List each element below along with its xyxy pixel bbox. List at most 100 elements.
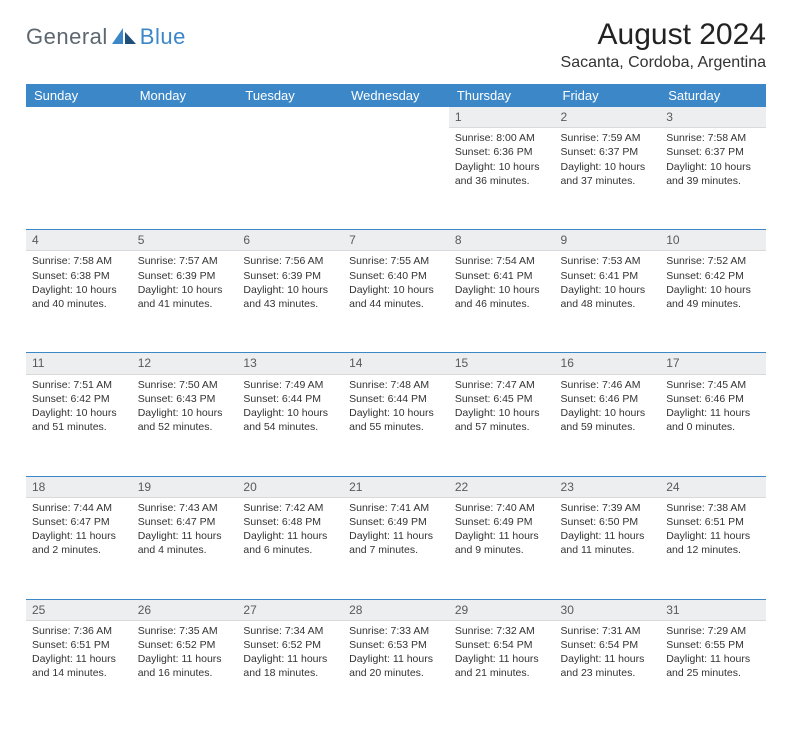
sunrise-text: Sunrise: 7:34 AM — [243, 624, 337, 638]
sunset-text: Sunset: 6:41 PM — [561, 269, 655, 283]
day-info-cell: Sunrise: 7:53 AMSunset: 6:41 PMDaylight:… — [555, 251, 661, 353]
day-number-cell: 29 — [449, 599, 555, 620]
sunrise-text: Sunrise: 7:32 AM — [455, 624, 549, 638]
calendar-page: General Blue August 2024 Sacanta, Cordob… — [0, 0, 792, 740]
day-info-cell — [26, 128, 132, 230]
daylight-text: Daylight: 11 hours — [32, 529, 126, 543]
day-info-row: Sunrise: 8:00 AMSunset: 6:36 PMDaylight:… — [26, 128, 766, 230]
daylight-text: Daylight: 10 hours — [138, 406, 232, 420]
sunset-text: Sunset: 6:41 PM — [455, 269, 549, 283]
daylight-text: and 16 minutes. — [138, 666, 232, 680]
brand-sail-icon — [112, 28, 136, 46]
day-number-cell: 14 — [343, 353, 449, 374]
daylight-text: Daylight: 11 hours — [138, 529, 232, 543]
daylight-text: and 36 minutes. — [455, 174, 549, 188]
brand-name-2: Blue — [140, 24, 186, 50]
daylight-text: and 23 minutes. — [561, 666, 655, 680]
daylight-text: and 20 minutes. — [349, 666, 443, 680]
sunrise-text: Sunrise: 7:39 AM — [561, 501, 655, 515]
daylight-text: and 39 minutes. — [666, 174, 760, 188]
day-info-cell: Sunrise: 7:35 AMSunset: 6:52 PMDaylight:… — [132, 620, 238, 722]
sunset-text: Sunset: 6:44 PM — [243, 392, 337, 406]
sunrise-text: Sunrise: 7:48 AM — [349, 378, 443, 392]
daylight-text: and 40 minutes. — [32, 297, 126, 311]
daylight-text: and 12 minutes. — [666, 543, 760, 557]
daylight-text: Daylight: 11 hours — [349, 529, 443, 543]
day-info-cell: Sunrise: 7:55 AMSunset: 6:40 PMDaylight:… — [343, 251, 449, 353]
day-number-cell: 11 — [26, 353, 132, 374]
day-info-cell: Sunrise: 7:50 AMSunset: 6:43 PMDaylight:… — [132, 374, 238, 476]
day-info-cell: Sunrise: 7:34 AMSunset: 6:52 PMDaylight:… — [237, 620, 343, 722]
day-number-cell — [132, 107, 238, 128]
brand-logo: General Blue — [26, 24, 186, 50]
sunset-text: Sunset: 6:40 PM — [349, 269, 443, 283]
daylight-text: and 43 minutes. — [243, 297, 337, 311]
weekday-header: Wednesday — [343, 84, 449, 107]
daylight-text: Daylight: 10 hours — [138, 283, 232, 297]
sunset-text: Sunset: 6:37 PM — [561, 145, 655, 159]
daylight-text: Daylight: 11 hours — [138, 652, 232, 666]
sunset-text: Sunset: 6:54 PM — [455, 638, 549, 652]
calendar-body: 1 23 Sunrise: 8:00 AMSunset: 6:36 PMDaylig… — [26, 107, 766, 722]
day-number-cell: 18 — [26, 476, 132, 497]
sunrise-text: Sunrise: 7:54 AM — [455, 254, 549, 268]
day-info-row: Sunrise: 7:36 AMSunset: 6:51 PMDaylight:… — [26, 620, 766, 722]
daylight-text: Daylight: 11 hours — [666, 406, 760, 420]
sunset-text: Sunset: 6:42 PM — [32, 392, 126, 406]
day-info-cell: Sunrise: 7:38 AMSunset: 6:51 PMDaylight:… — [660, 497, 766, 599]
daylight-text: Daylight: 11 hours — [243, 652, 337, 666]
sunset-text: Sunset: 6:51 PM — [32, 638, 126, 652]
daylight-text: and 59 minutes. — [561, 420, 655, 434]
day-info-row: Sunrise: 7:51 AMSunset: 6:42 PM Daylight:… — [26, 374, 766, 476]
daylight-text: and 57 minutes. — [455, 420, 549, 434]
daylight-text: and 51 minutes. — [32, 420, 126, 434]
daylight-text: Daylight: 11 hours — [455, 529, 549, 543]
daylight-text: Daylight: 10 hours — [455, 406, 549, 420]
daylight-text: and 25 minutes. — [666, 666, 760, 680]
daylight-text: and 44 minutes. — [349, 297, 443, 311]
daylight-text: and 55 minutes. — [349, 420, 443, 434]
day-number-cell: 10 — [660, 230, 766, 251]
location: Sacanta, Cordoba, Argentina — [561, 54, 766, 72]
sunrise-text: Sunrise: 7:50 AM — [138, 378, 232, 392]
sunrise-text: Sunrise: 7:52 AM — [666, 254, 760, 268]
day-info-cell: Sunrise: 7:59 AMSunset: 6:37 PMDaylight:… — [555, 128, 661, 230]
sunrise-text: Sunrise: 7:51 AM — [32, 378, 126, 392]
daylight-text: and 6 minutes. — [243, 543, 337, 557]
day-info-cell: Sunrise: 7:42 AMSunset: 6:48 PMDaylight:… — [237, 497, 343, 599]
daylight-text: Daylight: 10 hours — [455, 160, 549, 174]
sunset-text: Sunset: 6:38 PM — [32, 269, 126, 283]
day-number-cell: 23 — [555, 476, 661, 497]
day-info-cell: Sunrise: 7:44 AMSunset: 6:47 PMDaylight:… — [26, 497, 132, 599]
daylight-text: and 54 minutes. — [243, 420, 337, 434]
day-number-cell: 31 — [660, 599, 766, 620]
daylight-text: Daylight: 11 hours — [561, 652, 655, 666]
weekday-header: Tuesday — [237, 84, 343, 107]
daylight-text: and 9 minutes. — [455, 543, 549, 557]
day-info-cell — [237, 128, 343, 230]
weekday-header: Monday — [132, 84, 238, 107]
daylight-text: Daylight: 11 hours — [666, 529, 760, 543]
day-info-cell: Sunrise: 8:00 AMSunset: 6:36 PMDaylight:… — [449, 128, 555, 230]
day-number-cell: 19 — [132, 476, 238, 497]
day-number-cell: 25 — [26, 599, 132, 620]
day-number-cell: 22 — [449, 476, 555, 497]
sunset-text: Sunset: 6:54 PM — [561, 638, 655, 652]
daylight-text: Daylight: 10 hours — [561, 283, 655, 297]
daylight-text: Daylight: 11 hours — [561, 529, 655, 543]
daylight-text: and 14 minutes. — [32, 666, 126, 680]
weekday-header: Friday — [555, 84, 661, 107]
day-info-cell: Sunrise: 7:51 AMSunset: 6:42 PMDaylight:… — [26, 374, 132, 476]
sunrise-text: Sunrise: 7:55 AM — [349, 254, 443, 268]
sunrise-text: Sunrise: 7:47 AM — [455, 378, 549, 392]
sunrise-text: Sunrise: 7:58 AM — [32, 254, 126, 268]
day-info-cell: Sunrise: 7:58 AMSunset: 6:38 PMDaylight:… — [26, 251, 132, 353]
sunrise-text: Sunrise: 7:42 AM — [243, 501, 337, 515]
sunset-text: Sunset: 6:52 PM — [138, 638, 232, 652]
day-info-cell: Sunrise: 7:43 AMSunset: 6:47 PMDaylight:… — [132, 497, 238, 599]
daylight-text: and 41 minutes. — [138, 297, 232, 311]
sunrise-text: Sunrise: 7:33 AM — [349, 624, 443, 638]
day-number-cell: 1 — [449, 107, 555, 128]
day-number-cell: 4 — [26, 230, 132, 251]
day-info-cell: Sunrise: 7:32 AMSunset: 6:54 PMDaylight:… — [449, 620, 555, 722]
